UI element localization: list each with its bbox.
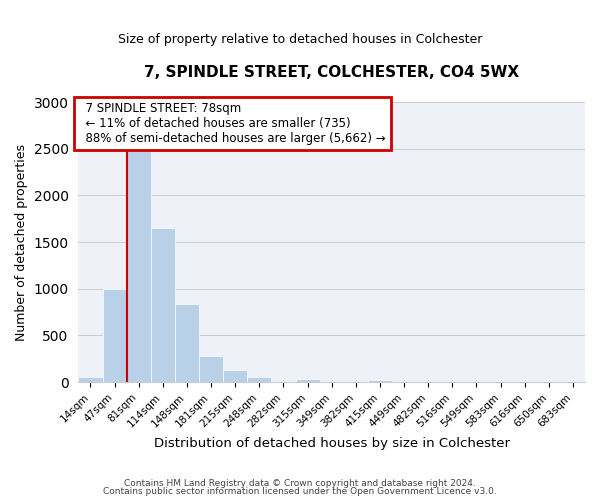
Title: 7, SPINDLE STREET, COLCHESTER, CO4 5WX: 7, SPINDLE STREET, COLCHESTER, CO4 5WX xyxy=(144,65,519,80)
Bar xyxy=(151,228,175,382)
Bar xyxy=(368,380,392,382)
Text: Size of property relative to detached houses in Colchester: Size of property relative to detached ho… xyxy=(118,32,482,46)
Bar xyxy=(79,378,103,382)
Bar xyxy=(175,304,199,382)
Bar xyxy=(296,379,320,382)
Bar xyxy=(127,152,151,382)
Bar xyxy=(199,356,223,382)
X-axis label: Distribution of detached houses by size in Colchester: Distribution of detached houses by size … xyxy=(154,437,510,450)
Text: 7 SPINDLE STREET: 78sqm
  ← 11% of detached houses are smaller (735)
  88% of se: 7 SPINDLE STREET: 78sqm ← 11% of detache… xyxy=(79,102,386,145)
Bar xyxy=(103,288,127,382)
Text: Contains HM Land Registry data © Crown copyright and database right 2024.: Contains HM Land Registry data © Crown c… xyxy=(124,478,476,488)
Text: Contains public sector information licensed under the Open Government Licence v3: Contains public sector information licen… xyxy=(103,487,497,496)
Bar xyxy=(223,370,247,382)
Bar xyxy=(247,378,271,382)
Y-axis label: Number of detached properties: Number of detached properties xyxy=(15,144,28,340)
